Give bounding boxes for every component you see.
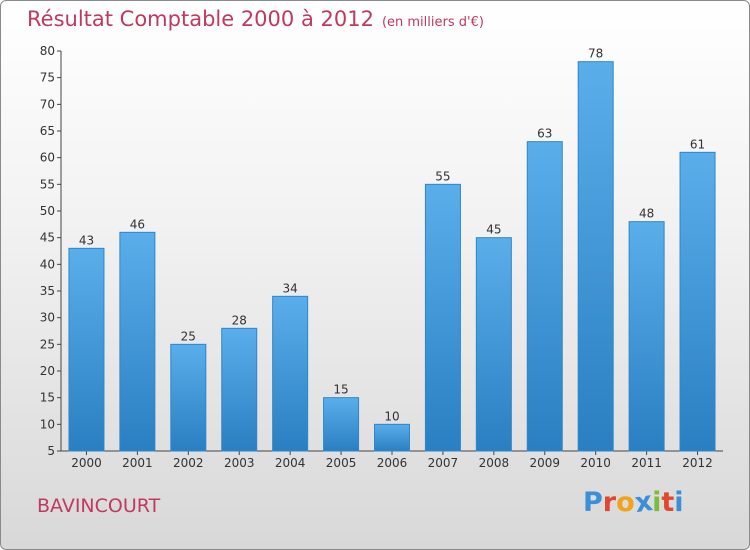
x-tick-label: 2012 [682,456,713,470]
x-tick-label: 2000 [71,456,102,470]
bar-2008 [475,237,512,452]
x-tick-label: 2004 [275,456,306,470]
bar-2003 [221,327,258,452]
x-tick-label: 2006 [377,456,408,470]
chart-subtitle: (en milliers d'€) [381,15,484,30]
value-label: 45 [486,223,501,237]
logo-letter: t [661,487,675,518]
y-tick-label: 5 [47,444,55,458]
value-label: 43 [79,233,94,247]
logo-letter: r [602,487,617,518]
bar-2004 [272,295,309,452]
bar-2006 [374,423,410,452]
value-label: 55 [435,169,450,183]
y-tick-label: 30 [40,311,55,325]
y-tick-label: 35 [40,284,55,298]
y-tick-label: 60 [40,151,55,165]
bar-2012 [679,151,716,452]
commune-name: BAVINCOURT [37,495,161,517]
x-tick-label: 2009 [529,456,560,470]
logo-letter: P [583,487,603,518]
y-tick-label: 75 [40,71,55,85]
bar-2010 [577,61,614,452]
value-label: 46 [130,217,145,231]
x-tick-label: 2010 [580,456,611,470]
y-tick-label: 15 [40,391,55,405]
title-text: Résultat Comptable 2000 à 2012 [27,7,374,31]
bar-2007 [424,183,461,452]
bar-2005 [323,397,360,452]
proxiti-logo: Proxiti [583,485,684,520]
y-tick-label: 45 [40,231,55,245]
value-label: 15 [333,383,348,397]
value-label: 34 [283,281,298,295]
y-tick-label: 55 [40,177,55,191]
value-label: 78 [588,47,603,61]
y-tick-label: 20 [40,364,55,378]
chart-title: Résultat Comptable 2000 à 2012 (en millie… [27,7,484,31]
value-label: 63 [537,127,552,141]
logo-letter: i [652,487,662,518]
bar-2002 [170,343,207,452]
value-label: 28 [232,313,247,327]
y-tick-label: 80 [40,44,55,58]
bar-2000 [68,247,105,452]
logo-letter: x [632,485,655,520]
bar-2011 [628,221,665,452]
y-tick-label: 10 [40,417,55,431]
x-tick-label: 2005 [326,456,357,470]
x-tick-label: 2003 [224,456,255,470]
bar-2001 [119,231,156,452]
y-tick-label: 65 [40,124,55,138]
y-tick-label: 70 [40,97,55,111]
x-tick-label: 2008 [479,456,510,470]
y-tick-label: 40 [40,257,55,271]
y-tick-label: 25 [40,337,55,351]
logo-letter: o [616,487,635,518]
value-label: 25 [181,329,196,343]
x-tick-label: 2001 [122,456,153,470]
value-label: 48 [639,207,654,221]
x-tick-label: 2002 [173,456,204,470]
logo-letter: i [674,487,684,518]
x-tick-label: 2011 [631,456,662,470]
x-tick-label: 2007 [428,456,459,470]
y-tick-label: 50 [40,204,55,218]
value-label: 61 [690,137,705,151]
value-label: 10 [384,409,399,423]
bar-2009 [526,141,563,452]
